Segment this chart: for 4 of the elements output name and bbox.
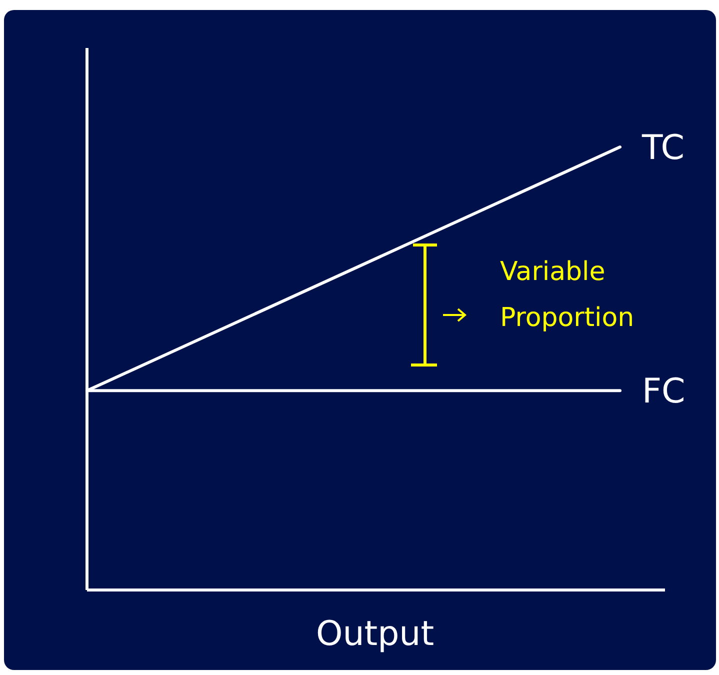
series-label: TC [641, 128, 685, 168]
series-label: FC [642, 372, 686, 412]
annotation: Variable Proportion [500, 257, 634, 333]
x-axis-title: Output [316, 614, 434, 654]
